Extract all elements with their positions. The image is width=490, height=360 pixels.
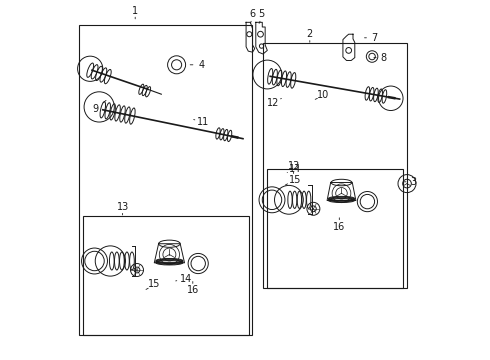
Text: 2: 2 xyxy=(307,29,313,39)
Text: 15: 15 xyxy=(148,279,160,289)
Text: 14: 14 xyxy=(179,274,192,284)
Text: 1: 1 xyxy=(132,6,138,16)
Text: 16: 16 xyxy=(333,222,345,232)
Bar xyxy=(79,25,252,335)
Text: 12: 12 xyxy=(267,98,279,108)
Text: 8: 8 xyxy=(381,53,387,63)
Text: 3: 3 xyxy=(411,177,416,187)
Text: 10: 10 xyxy=(318,90,330,100)
Text: 7: 7 xyxy=(371,33,377,43)
Text: 14: 14 xyxy=(289,164,301,174)
Text: 5: 5 xyxy=(258,9,264,19)
Text: 6: 6 xyxy=(249,9,255,19)
Text: 13: 13 xyxy=(288,161,300,171)
Bar xyxy=(267,169,403,288)
Text: 13: 13 xyxy=(117,202,129,212)
Text: 11: 11 xyxy=(197,117,209,127)
Text: 4: 4 xyxy=(199,60,205,70)
Text: 9: 9 xyxy=(93,104,98,114)
Bar xyxy=(83,216,248,335)
Bar xyxy=(263,43,407,288)
Text: 15: 15 xyxy=(289,175,301,185)
Text: 16: 16 xyxy=(187,285,199,295)
